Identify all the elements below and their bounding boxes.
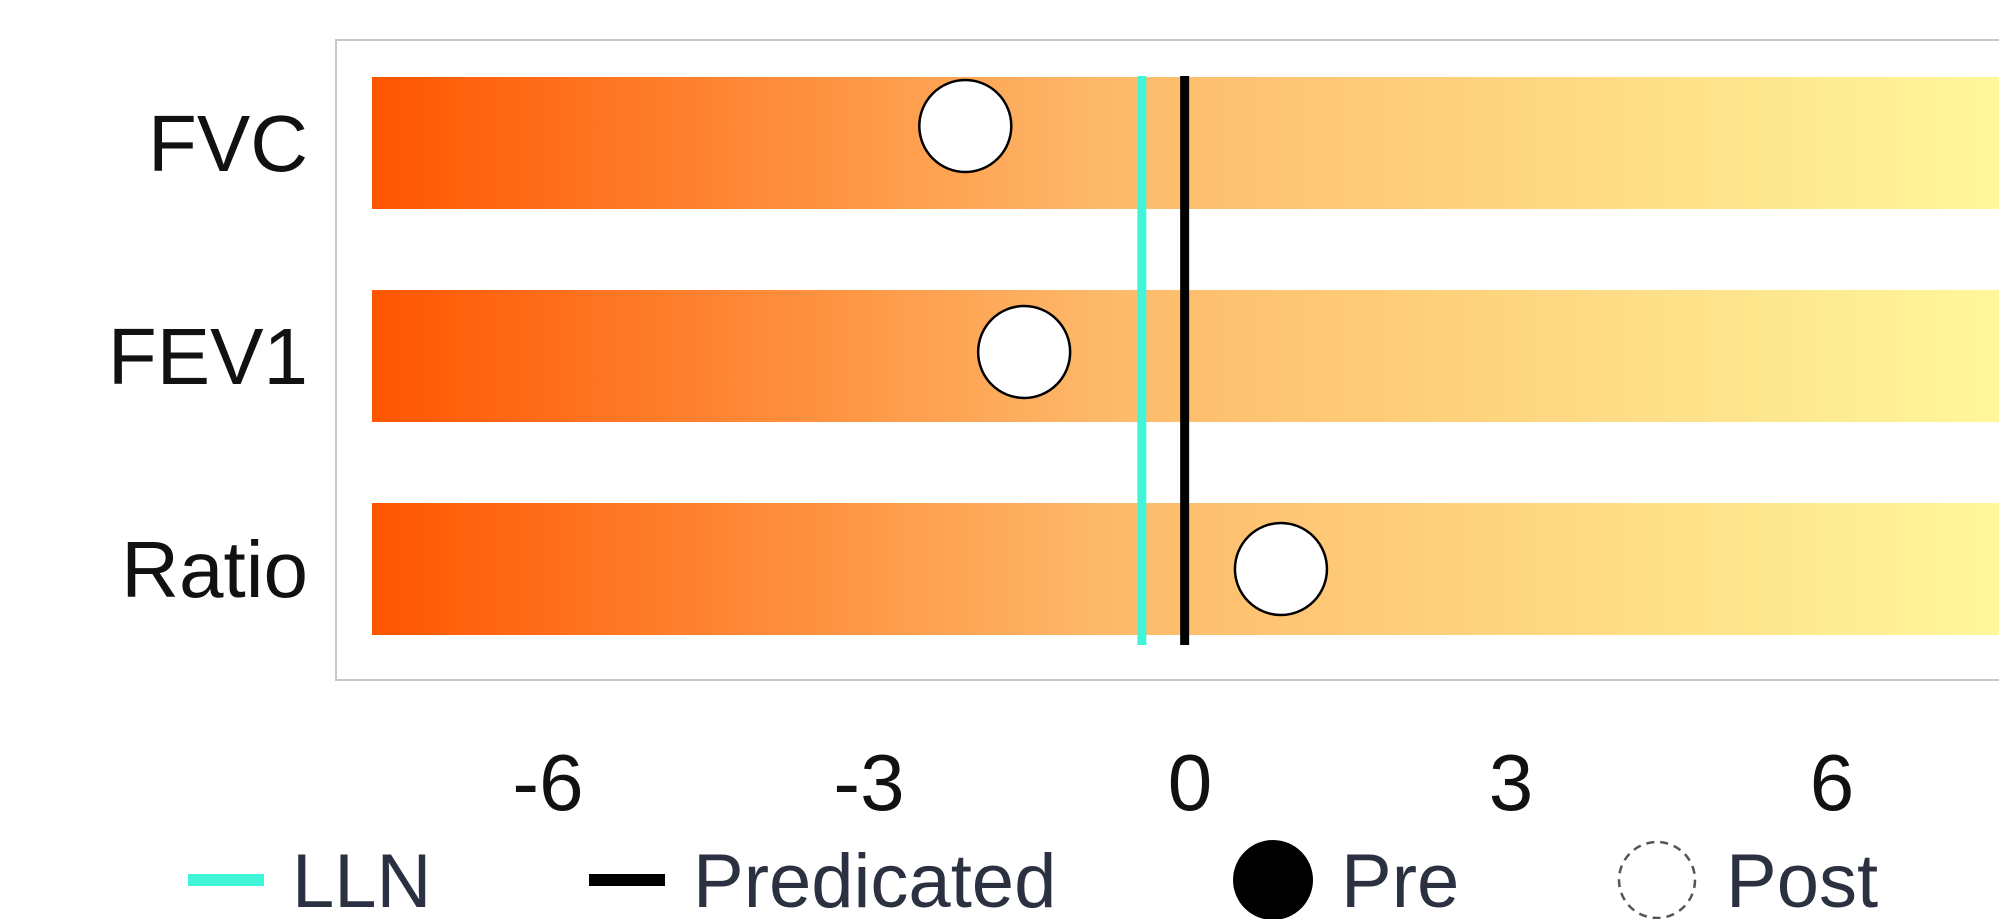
x-tick-label: -6	[512, 738, 583, 827]
x-tick-label: 6	[1810, 738, 1855, 827]
category-label-fvc: FVC	[148, 99, 308, 188]
category-labels: FVC FEV1 Ratio	[108, 99, 308, 614]
category-label-ratio: Ratio	[121, 525, 308, 614]
points-layer	[918, 78, 1329, 617]
reference-lines-layer	[1137, 76, 1190, 645]
legend-label-post: Post	[1726, 839, 1878, 919]
x-tick-label: -3	[833, 738, 904, 827]
legend-swatch-post	[1617, 840, 1697, 919]
point-fvc	[918, 78, 1013, 174]
point-ratio	[1233, 521, 1329, 617]
legend-label-predicated: Predicated	[693, 839, 1056, 919]
legend-label-pre: Pre	[1341, 839, 1459, 919]
legend: LLN Predicated Pre Post	[188, 839, 1878, 919]
legend-swatch-pre	[1233, 840, 1313, 919]
point-fev1	[976, 304, 1072, 400]
x-tick-label: 3	[1489, 738, 1534, 827]
category-label-fev1: FEV1	[108, 312, 308, 401]
legend-label-lln: LLN	[292, 839, 431, 919]
x-tick-labels: -6 -3 0 3 6	[512, 738, 1854, 827]
x-tick-label: 0	[1168, 738, 1213, 827]
